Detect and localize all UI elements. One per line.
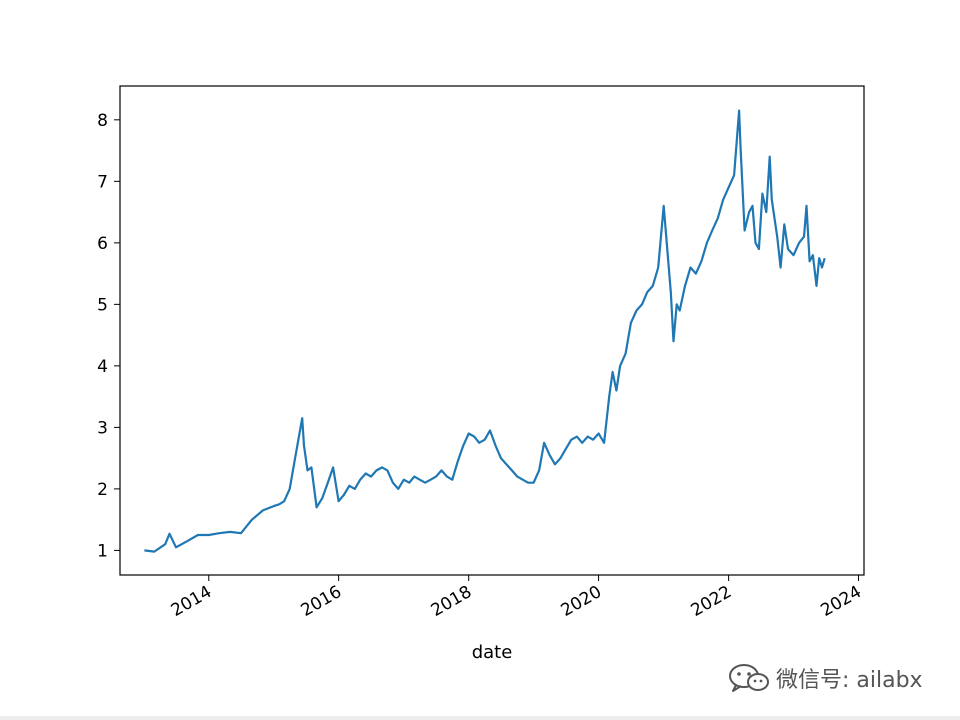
- x-tick-label: 2024: [818, 582, 865, 621]
- y-tick-label: 3: [97, 418, 108, 438]
- series-line-0: [144, 109, 826, 553]
- wechat-icon: [729, 664, 769, 692]
- x-tick-label: 2022: [688, 582, 735, 621]
- plot-frame: [119, 85, 865, 576]
- x-axis-label: date: [472, 642, 513, 663]
- x-tick-label: 2014: [168, 582, 215, 621]
- y-tick-label: 5: [97, 295, 108, 315]
- x-axis: 2014 2016 2018 2020 2022 2024: [168, 575, 865, 621]
- x-tick-label: 2016: [298, 582, 345, 621]
- plot-area: [120, 86, 864, 575]
- y-tick-label: 1: [97, 541, 108, 561]
- y-tick-label: 8: [97, 111, 108, 131]
- series-layer: [144, 109, 826, 553]
- y-tick-label: 2: [97, 480, 108, 500]
- watermark-text: 微信号: ailabx: [776, 668, 923, 693]
- bottom-band: [0, 716, 960, 720]
- y-tick-label: 4: [97, 357, 108, 377]
- y-tick-label: 7: [97, 172, 108, 192]
- x-tick-label: 2020: [558, 582, 605, 621]
- x-tick-label: 2018: [428, 582, 475, 621]
- y-tick-label: 6: [97, 234, 108, 254]
- y-axis: 1 2 3 4 5 6 7 8: [97, 111, 120, 561]
- watermark: 微信号: ailabx: [728, 662, 923, 694]
